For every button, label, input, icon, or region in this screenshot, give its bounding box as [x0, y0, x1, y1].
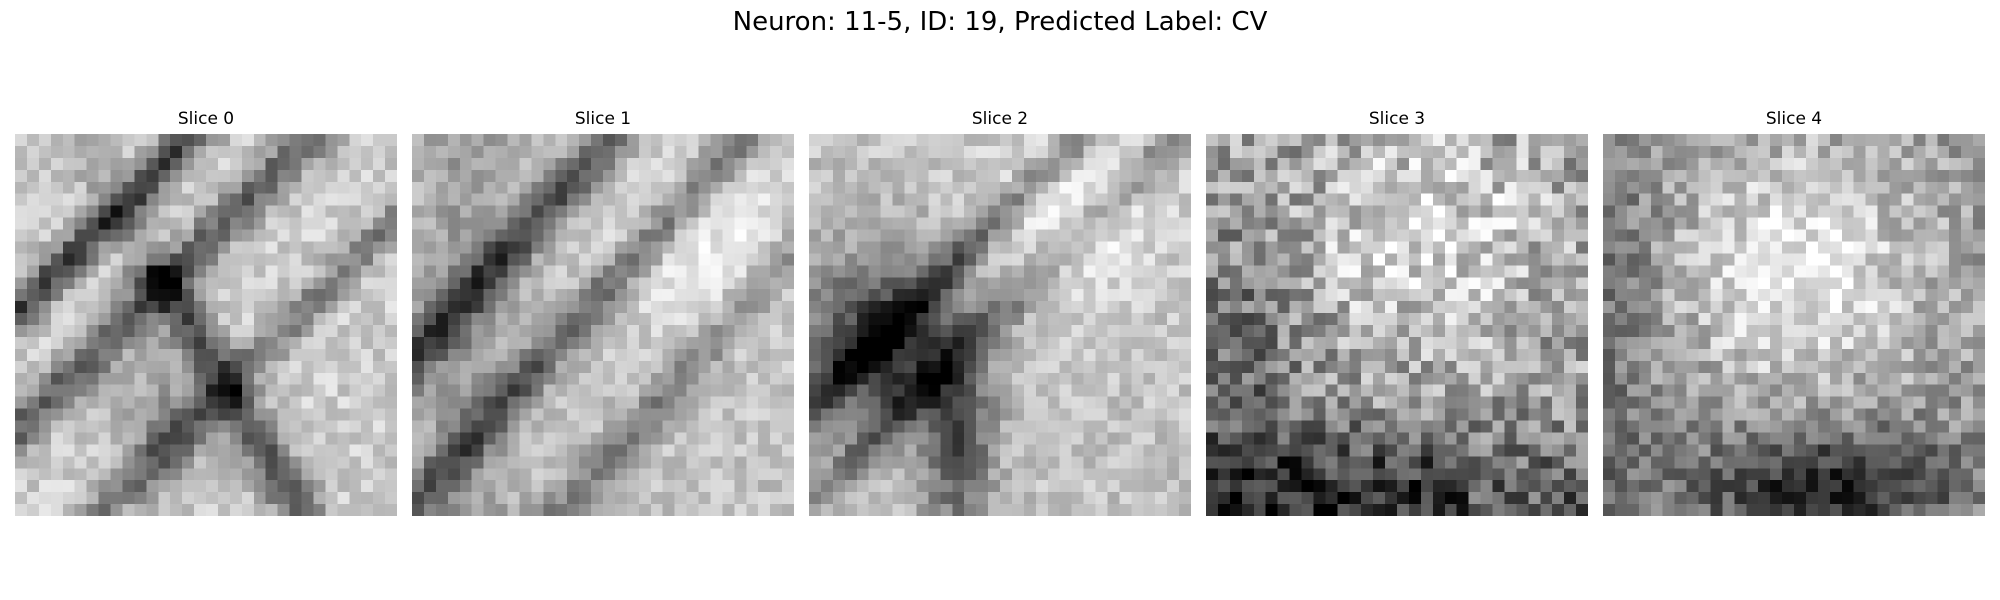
- slice-image-2: [809, 134, 1191, 516]
- slice-panel-0: Slice 0: [15, 108, 397, 518]
- slice-title-2: Slice 2: [971, 109, 1029, 129]
- slice-title-0: Slice 0: [177, 109, 235, 129]
- slice-panel-3: Slice 3: [1206, 108, 1588, 518]
- figure-title: Neuron: 11-5, ID: 19, Predicted Label: C…: [732, 7, 1268, 37]
- slice-title-4: Slice 4: [1765, 109, 1823, 129]
- slice-panel-4: Slice 4: [1603, 108, 1985, 518]
- slice-panel-1: Slice 1: [412, 108, 794, 518]
- slice-title-1: Slice 1: [574, 109, 632, 129]
- slice-image-3: [1206, 134, 1588, 516]
- slice-image-1: [412, 134, 794, 516]
- slice-panels: Slice 0 Slice 1 Slice 2 Slice 3 Slice 4: [15, 108, 1985, 518]
- slice-title-3: Slice 3: [1368, 109, 1426, 129]
- slice-panel-2: Slice 2: [809, 108, 1191, 518]
- slice-image-0: [15, 134, 397, 516]
- slice-image-4: [1603, 134, 1985, 516]
